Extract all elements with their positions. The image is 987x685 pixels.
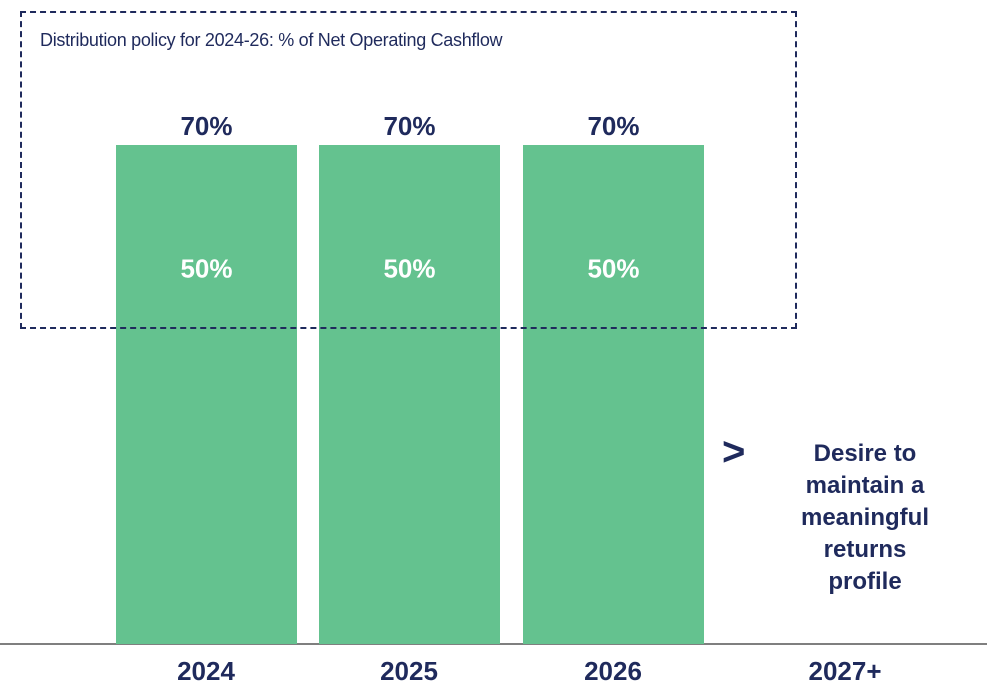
data-label-top: 70% bbox=[587, 111, 639, 141]
annotation-line: maintain a bbox=[805, 472, 925, 499]
data-label-top: 70% bbox=[180, 111, 232, 141]
greater-than-icon: > bbox=[722, 430, 746, 474]
bar-2026 bbox=[523, 145, 704, 644]
x-tick-label: 2024 bbox=[177, 656, 235, 685]
x-tick-label: 2025 bbox=[380, 656, 438, 685]
annotation-2027-plus: Desire to maintain a meaningful returns … bbox=[765, 438, 965, 598]
annotation-line: profile bbox=[828, 568, 902, 595]
x-tick-label: 2026 bbox=[584, 656, 642, 685]
bar-2025 bbox=[319, 145, 500, 644]
annotation-line: returns bbox=[823, 536, 907, 563]
data-label-inner: 50% bbox=[180, 254, 232, 284]
chart-title: Distribution policy for 2024-26: % of Ne… bbox=[40, 30, 503, 50]
annotation-line: Desire to bbox=[813, 440, 917, 467]
policy-range-box bbox=[20, 11, 797, 329]
data-label-inner: 50% bbox=[383, 254, 435, 284]
data-label-top: 70% bbox=[383, 111, 435, 141]
bar-2024 bbox=[116, 145, 297, 644]
x-tick-label: 2027+ bbox=[808, 656, 881, 685]
data-label-inner: 50% bbox=[587, 254, 639, 284]
annotation-line: meaningful bbox=[800, 504, 929, 531]
